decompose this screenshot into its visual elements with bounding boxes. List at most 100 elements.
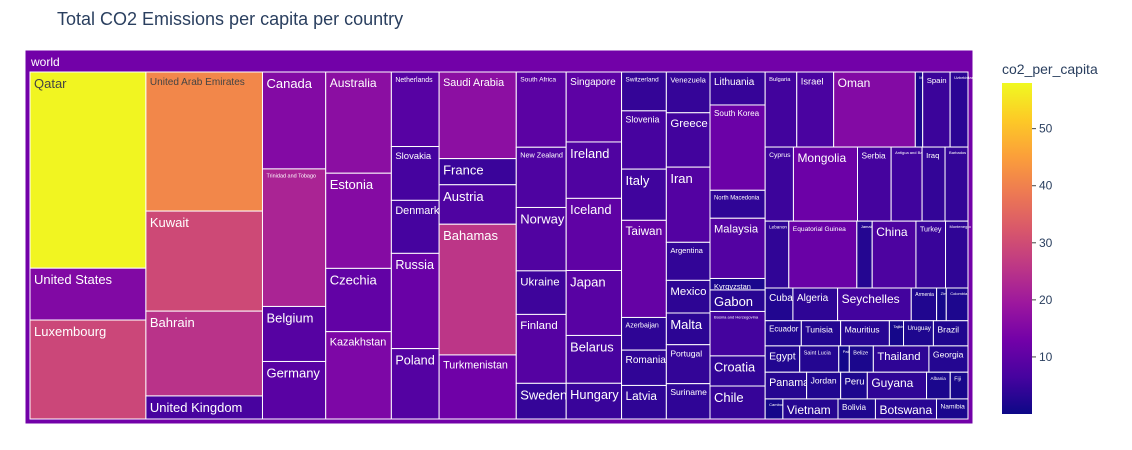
tile-rect[interactable] [438, 158, 517, 186]
tile-rect[interactable] [665, 312, 711, 346]
tile-cyprus[interactable]: Cyprus [764, 146, 794, 222]
tile-rect[interactable] [390, 348, 440, 420]
tile-bahamas[interactable]: Bahamas [438, 223, 517, 356]
tile-rect[interactable] [709, 217, 766, 279]
tile-portugal[interactable]: Portugal [665, 344, 711, 385]
tile-lebanon[interactable]: Lebanon [764, 220, 790, 289]
tile-rect[interactable] [935, 398, 969, 420]
tile-cuba[interactable]: Cuba [764, 287, 794, 322]
tile-rect[interactable] [949, 71, 969, 148]
tile-kazakhstan[interactable]: Kazakhstan [325, 331, 392, 420]
tile-colombia[interactable]: Colombia [945, 287, 969, 322]
tile-rect[interactable] [390, 146, 440, 201]
tile-bosnia-and-herzegovina[interactable]: Bosnia and Herzegovina [709, 310, 766, 357]
tile-kyrgyzstan[interactable]: Kyrgyzstan [709, 277, 766, 291]
tile-mongolia[interactable]: Mongolia [792, 146, 858, 222]
tile-greece[interactable]: Greece [665, 112, 711, 168]
tile-rect[interactable] [438, 223, 517, 356]
tile-turkey[interactable]: Turkey [915, 220, 947, 289]
tile-luxembourg[interactable]: Luxembourg [29, 319, 147, 420]
tile-taiwan[interactable]: Taiwan [621, 219, 667, 318]
tile-rect[interactable] [665, 383, 711, 420]
tile-new-zealand[interactable]: New Zealand [515, 146, 567, 208]
tile-rect[interactable] [515, 382, 567, 420]
tile-china[interactable]: China [871, 220, 917, 289]
tile-rect[interactable] [709, 189, 766, 219]
tile-malta[interactable]: Malta [665, 312, 711, 346]
tile-united-states[interactable]: United States [29, 267, 147, 321]
tile-barbados[interactable]: Barbados [944, 146, 969, 222]
tile-qatar[interactable]: Qatar [29, 71, 147, 269]
tile-rect[interactable] [792, 287, 839, 322]
tile-mauritius[interactable]: Mauritius [840, 320, 890, 347]
tile-rect[interactable] [29, 71, 147, 269]
tile-rect[interactable] [261, 305, 327, 362]
tile-north-macedonia[interactable]: North Macedonia [709, 189, 766, 219]
tile-oman[interactable]: Oman [833, 71, 916, 148]
tile-jordan[interactable]: Jordan [806, 371, 842, 400]
tile-south-africa[interactable]: South Africa [515, 71, 567, 148]
tile-brazil[interactable]: Brazil [932, 320, 969, 347]
tile-france[interactable]: France [438, 158, 517, 186]
tile-rect[interactable] [944, 146, 969, 222]
tile-united-arab-emirates[interactable]: United Arab Emirates [145, 71, 263, 212]
tile-rect[interactable] [621, 384, 667, 420]
tile-rect[interactable] [621, 71, 667, 112]
tile-croatia[interactable]: Croatia [709, 355, 766, 387]
tile-rect[interactable] [833, 71, 916, 148]
tile-rect[interactable] [890, 146, 923, 222]
tile-rect[interactable] [800, 320, 842, 347]
tile-spain[interactable]: Spain [922, 71, 951, 148]
tile-belize[interactable]: Belize [848, 345, 874, 373]
tile-georgia[interactable]: Georgia [928, 345, 969, 373]
tile-belgium[interactable]: Belgium [261, 305, 327, 362]
tile-rect[interactable] [857, 146, 892, 222]
tile-rect[interactable] [928, 345, 969, 373]
tile-rect[interactable] [438, 184, 517, 225]
tile-rect[interactable] [515, 313, 567, 384]
tile-romania[interactable]: Romania [621, 349, 667, 386]
tile-rect[interactable] [764, 320, 802, 347]
tile-azerbaijan[interactable]: Azerbaijan [621, 316, 667, 351]
tile-rect[interactable] [922, 71, 951, 148]
tile-rect[interactable] [261, 168, 327, 307]
tile-saudi-arabia[interactable]: Saudi Arabia [438, 71, 517, 160]
tile-suriname[interactable]: Suriname [665, 383, 711, 420]
tile-canada[interactable]: Canada [261, 71, 327, 170]
tile-rect[interactable] [840, 320, 890, 347]
tile-denmark[interactable]: Denmark [390, 199, 440, 254]
tile-montenegro[interactable]: Montenegro [945, 220, 972, 289]
tile-gabon[interactable]: Gabon [709, 289, 766, 312]
tile-rect[interactable] [145, 210, 263, 312]
tile-cambodia[interactable]: Cambodia [764, 398, 788, 420]
tile-rect[interactable] [261, 360, 327, 420]
tile-rect[interactable] [764, 71, 798, 148]
tile-algeria[interactable]: Algeria [792, 287, 839, 322]
tile-rect[interactable] [145, 310, 263, 397]
tile-saint-lucia[interactable]: Saint Lucia [799, 345, 840, 373]
tile-trinidad-and-tobago[interactable]: Trinidad and Tobago [261, 168, 327, 307]
tile-seychelles[interactable]: Seychelles [837, 287, 912, 322]
tile-rect[interactable] [792, 146, 858, 222]
tile-venezuela[interactable]: Venezuela [665, 71, 711, 114]
tile-norway[interactable]: Norway [515, 206, 567, 272]
tile-rect[interactable] [515, 71, 567, 148]
tile-iraq[interactable]: Iraq [921, 146, 946, 222]
tile-rect[interactable] [145, 71, 263, 212]
tile-chile[interactable]: Chile [709, 385, 766, 420]
tile-rect[interactable] [856, 220, 873, 289]
tile-bulgaria[interactable]: Bulgaria [764, 71, 798, 148]
tile-malaysia[interactable]: Malaysia [709, 217, 766, 279]
tile-ukraine[interactable]: Ukraine [515, 270, 567, 315]
tile-namibia[interactable]: Namibia [935, 398, 969, 420]
tile-argentina[interactable]: Argentina [665, 241, 711, 281]
tile-rect[interactable] [788, 220, 858, 289]
tile-serbia[interactable]: Serbia [857, 146, 892, 222]
tile-vietnam[interactable]: Vietnam [782, 398, 839, 420]
tile-estonia[interactable]: Estonia [325, 172, 392, 269]
tile-rect[interactable] [709, 310, 766, 357]
tile-latvia[interactable]: Latvia [621, 384, 667, 420]
tile-peru[interactable]: Peru [840, 371, 868, 400]
tile-rect[interactable] [621, 219, 667, 318]
tile-rect[interactable] [621, 110, 667, 170]
